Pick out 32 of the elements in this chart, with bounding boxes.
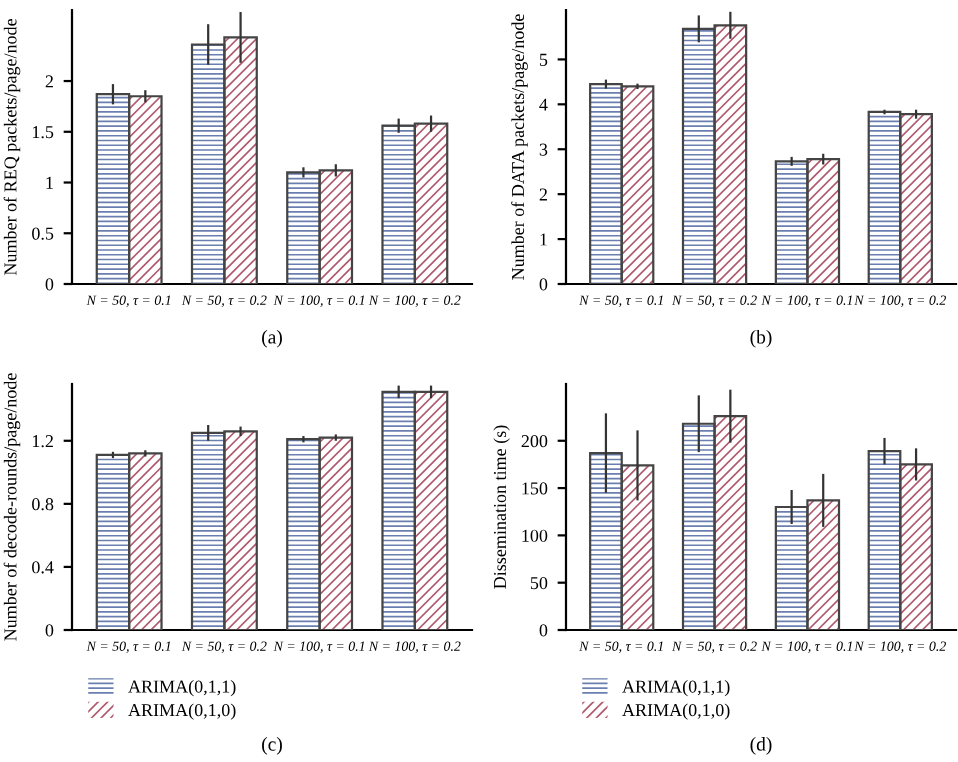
x-axis-title: (c) [262,737,282,755]
legend-label: ARIMA(0,1,0) [622,703,730,720]
legend-label: ARIMA(0,1,1) [622,679,730,697]
x-axis-title: (b) [750,329,772,348]
y-tick-label: 1 [46,176,53,189]
y-tick-label: 200 [521,435,548,448]
y-tick-label: 2 [539,188,547,201]
y-tick-label: 0 [45,624,54,637]
x-axis-title: (d) [750,737,772,755]
y-axis-title: Number of DATA packets/page/node [511,14,528,280]
y-tick-label: 0 [539,624,548,637]
y-tick-label: 0 [539,278,548,291]
y-tick-label: 50 [530,576,548,590]
y-tick-label: 4 [539,98,548,111]
y-tick-label: 0 [45,278,54,291]
y-tick-label: 100 [522,529,548,542]
y-tick-label: 0.8 [32,498,54,511]
y-tick-label: 0.4 [32,561,54,574]
y-axis-title: Dissemination time (s) [493,425,510,589]
y-tick-label: 2 [45,75,53,88]
y-tick-label: 1 [540,233,547,246]
y-axis-title: Number of decode-rounds/page/node [3,373,21,641]
y-tick-label: 0.5 [32,227,54,240]
y-tick-label: 3 [539,143,548,156]
legend-label: ARIMA(0,1,1) [128,679,236,697]
x-axis-title: (a) [262,329,282,348]
y-tick-label: 1.5 [32,126,54,139]
y-tick-label: 1.2 [32,435,53,448]
y-tick-label: 5 [539,53,548,66]
y-axis-title: Number of REQ packets/page/node [3,19,21,276]
y-tick-label: 150 [522,482,548,495]
legend-label: ARIMA(0,1,0) [128,703,236,720]
